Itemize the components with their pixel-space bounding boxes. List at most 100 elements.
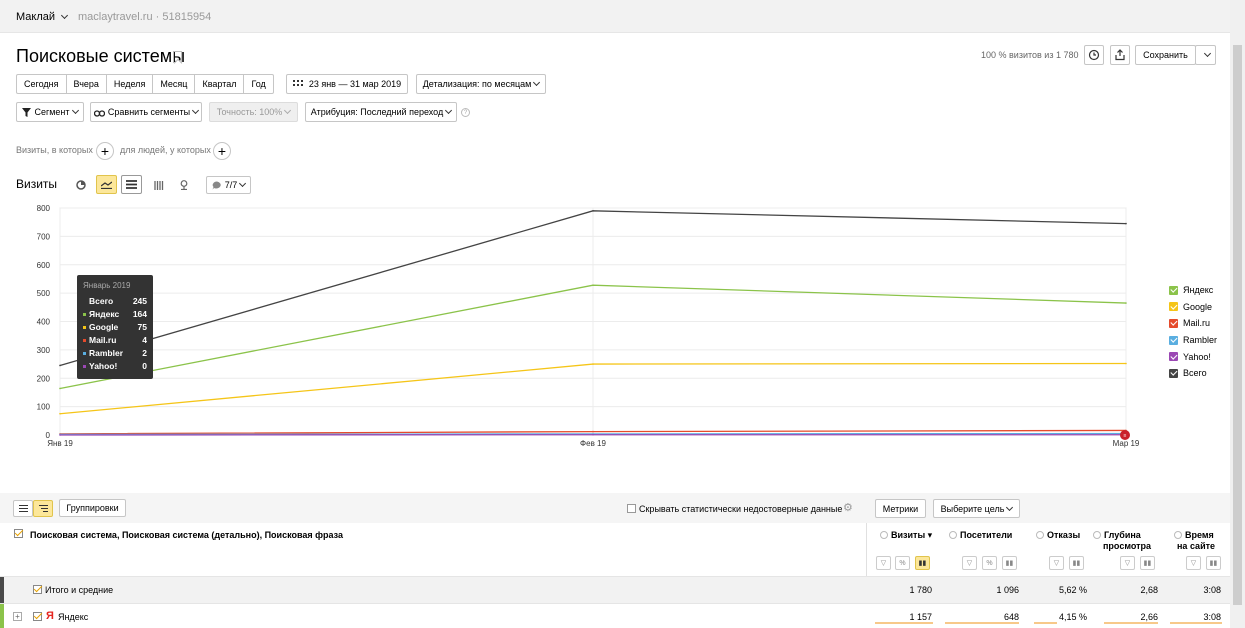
line-chart-icon[interactable]: [96, 175, 117, 194]
detail-text: Детализация: по месяцам: [422, 79, 532, 89]
series-selector[interactable]: 7/7: [206, 176, 251, 194]
legend-checkbox-3[interactable]: [1169, 335, 1178, 345]
settings-gear-icon[interactable]: ⚙: [843, 502, 853, 514]
table-row[interactable]: [0, 603, 1230, 628]
depth-share-bar: [1104, 622, 1158, 624]
legend-checkbox-5[interactable]: [1169, 368, 1178, 378]
stacked-area-icon[interactable]: [121, 175, 142, 194]
filter-icon[interactable]: ▽: [1049, 556, 1064, 570]
legend-item[interactable]: Mail.ru: [1169, 315, 1217, 332]
date-range-button[interactable]: 23 янв — 31 мар 2019: [286, 74, 408, 94]
people-condition-label: для людей, у которых: [120, 145, 211, 155]
pie-chart-icon[interactable]: [72, 176, 90, 194]
column-header-time[interactable]: Время на сайте: [1174, 530, 1215, 552]
tooltip-name: Яндекс: [89, 308, 120, 319]
filter-icon[interactable]: ▽: [1120, 556, 1135, 570]
period-year[interactable]: Год: [251, 79, 266, 89]
choose-goal-button[interactable]: Выберите цель: [933, 499, 1020, 518]
scrollbar-thumb[interactable]: [1233, 45, 1242, 605]
scrollbar[interactable]: [1230, 0, 1245, 628]
attribution-dropdown[interactable]: Атрибуция: Последний переход: [305, 102, 457, 122]
y-tick-label: 0: [46, 431, 51, 440]
period-today[interactable]: Сегодня: [17, 75, 67, 93]
add-people-condition-button[interactable]: +: [213, 142, 231, 160]
bar-chart-icon[interactable]: ▮▮: [1206, 556, 1221, 570]
period-yesterday[interactable]: Вчера: [67, 75, 107, 93]
add-visit-condition-button[interactable]: +: [96, 142, 114, 160]
dimension-checkbox[interactable]: [14, 529, 23, 538]
series-point: [592, 210, 594, 212]
series-point: [592, 363, 594, 365]
tooltip-value: 164: [132, 308, 147, 319]
visits-chart: 0 100 200 300 400 500 600 700 800 Янв 19 Фев 19 Ма…: [37, 204, 1140, 448]
expand-icon[interactable]: +: [13, 612, 22, 621]
export-button[interactable]: [1110, 45, 1130, 65]
column-header-depth[interactable]: Глубина просмотра: [1093, 530, 1151, 552]
x-tick-label: Янв 19: [47, 439, 73, 448]
compare-label: Сравнить сегменты: [107, 107, 191, 117]
compare-icon: [93, 109, 105, 117]
export-icon: [1115, 49, 1125, 61]
period-quarter[interactable]: Квартал: [195, 75, 245, 93]
tree-view-button[interactable]: [33, 500, 53, 517]
chart-tooltip: Январь 2019 Всего 245 Яндекс 164 Google 75 …: [77, 275, 153, 379]
detail-dropdown[interactable]: Детализация: по месяцам: [416, 74, 546, 94]
cell-bounces: 5,62 %: [1058, 585, 1087, 595]
table-row-total[interactable]: [0, 576, 1230, 604]
compare-segments-button[interactable]: Сравнить сегменты: [90, 102, 202, 122]
legend-item[interactable]: Яндекс: [1169, 282, 1217, 299]
legend-item[interactable]: Yahoo!: [1169, 348, 1217, 365]
save-dropdown-button[interactable]: [1195, 45, 1216, 65]
bounces-share-bar: [1034, 622, 1057, 624]
bookmark-icon[interactable]: [173, 51, 182, 63]
column-subtitle: просмотра: [1103, 541, 1152, 551]
column-header-visits[interactable]: Визиты ▾: [880, 530, 932, 541]
column-header-bounces[interactable]: Отказы: [1036, 530, 1080, 541]
percent-icon[interactable]: %: [982, 556, 997, 570]
legend-checkbox-2[interactable]: [1169, 318, 1178, 328]
legend-item[interactable]: Rambler: [1169, 332, 1217, 349]
period-month[interactable]: Месяц: [153, 75, 196, 93]
row-checkbox[interactable]: [33, 612, 42, 621]
help-icon[interactable]: ?: [461, 108, 470, 117]
tooltip-name: Yahoo!: [89, 360, 118, 371]
column-title: Посетители: [960, 530, 1013, 540]
bar-chart-icon[interactable]: ▮▮: [1002, 556, 1017, 570]
tooltip-name: Rambler: [89, 347, 124, 358]
account-selector[interactable]: Маклай: [16, 11, 69, 23]
percent-icon[interactable]: %: [895, 556, 910, 570]
bar-chart-icon[interactable]: ▮▮: [915, 556, 930, 570]
chevron-down-icon: [1006, 503, 1014, 511]
bar-chart-icon[interactable]: [150, 176, 168, 194]
legend-checkbox-1[interactable]: [1169, 302, 1178, 312]
cell-depth: 2,68: [1140, 585, 1158, 595]
row-checkbox[interactable]: [33, 585, 42, 594]
chevron-down-icon: [60, 11, 69, 20]
list-icon: [18, 505, 28, 512]
y-tick-label: 600: [37, 261, 51, 270]
metrics-button[interactable]: Метрики: [875, 499, 926, 518]
legend-checkbox-4[interactable]: [1169, 352, 1178, 362]
annotation-marker-glyph: ≡: [1124, 433, 1127, 439]
bar-chart-icon[interactable]: ▮▮: [1069, 556, 1084, 570]
hide-unreliable-checkbox[interactable]: [627, 504, 636, 513]
list-view-button[interactable]: [13, 500, 33, 517]
period-week[interactable]: Неделя: [107, 75, 154, 93]
save-button[interactable]: Сохранить: [1135, 45, 1196, 65]
bar-chart-icon[interactable]: ▮▮: [1140, 556, 1155, 570]
legend-item[interactable]: Всего: [1169, 365, 1217, 382]
tooltip-name: Всего: [89, 295, 114, 306]
segment-button[interactable]: Сегмент: [16, 102, 84, 122]
legend-item[interactable]: Google: [1169, 299, 1217, 316]
filter-icon[interactable]: ▽: [962, 556, 977, 570]
cell-visitors: 648: [1003, 612, 1019, 622]
map-pin-icon[interactable]: [175, 176, 193, 194]
filter-icon[interactable]: ▽: [876, 556, 891, 570]
clock-button[interactable]: [1084, 45, 1104, 65]
tooltip-row: Яндекс 164: [83, 307, 147, 320]
groupings-button[interactable]: Группировки: [59, 499, 126, 517]
accuracy-dropdown[interactable]: Точность: 100%: [209, 102, 298, 122]
legend-checkbox-0[interactable]: [1169, 285, 1178, 295]
column-header-visitors[interactable]: Посетители: [949, 530, 1012, 541]
filter-icon[interactable]: ▽: [1186, 556, 1201, 570]
